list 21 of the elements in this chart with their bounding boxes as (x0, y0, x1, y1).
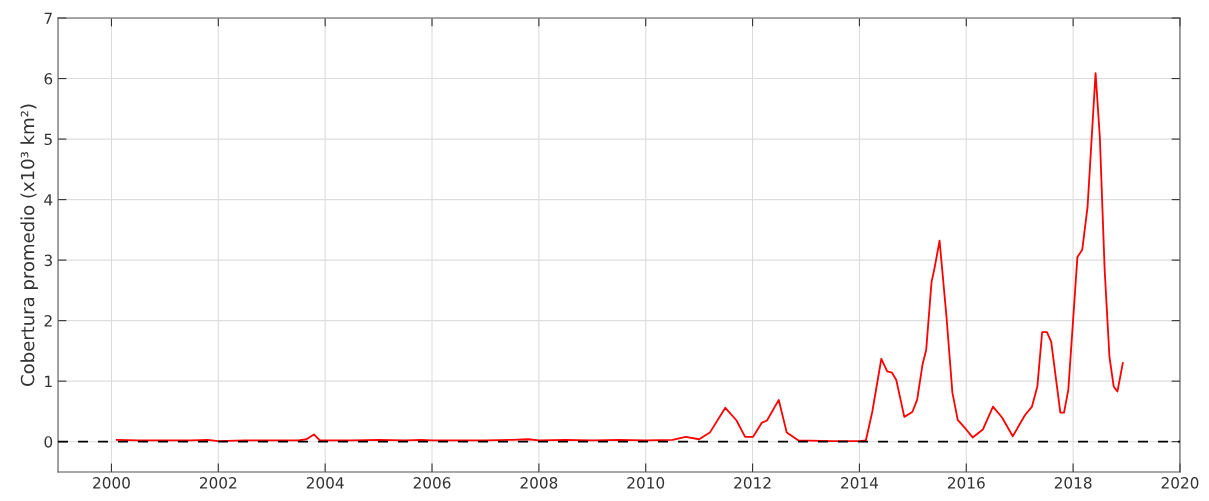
y-axis-title: Cobertura promedio (x10³ km²) (20, 104, 38, 386)
x-tick-label: 2010 (627, 477, 665, 489)
x-tick-label: 2008 (520, 477, 558, 489)
x-tick-label: 2002 (199, 477, 237, 489)
x-tick-label: 2018 (1054, 477, 1092, 489)
x-tick-label: 2000 (93, 477, 130, 489)
x-tick-label: 2012 (734, 477, 771, 489)
x-tick-label: 2016 (947, 477, 985, 489)
y-tick-label: 5 (44, 133, 52, 146)
line-series (115, 72, 1124, 442)
y-tick-label: 4 (44, 194, 53, 206)
x-tick-label: 2014 (841, 477, 879, 489)
y-tick-label: 7 (44, 12, 52, 24)
x-tick-label: 2004 (306, 477, 344, 489)
x-tick-label: 2006 (413, 477, 451, 489)
y-tick-label: 3 (44, 254, 52, 267)
y-tick-label: 6 (44, 73, 53, 85)
y-tick-label: 1 (45, 375, 52, 387)
y-tick-label: 0 (44, 436, 53, 448)
y-tick-label: 2 (44, 315, 52, 327)
x-tick-label: 2020 (1161, 477, 1199, 489)
